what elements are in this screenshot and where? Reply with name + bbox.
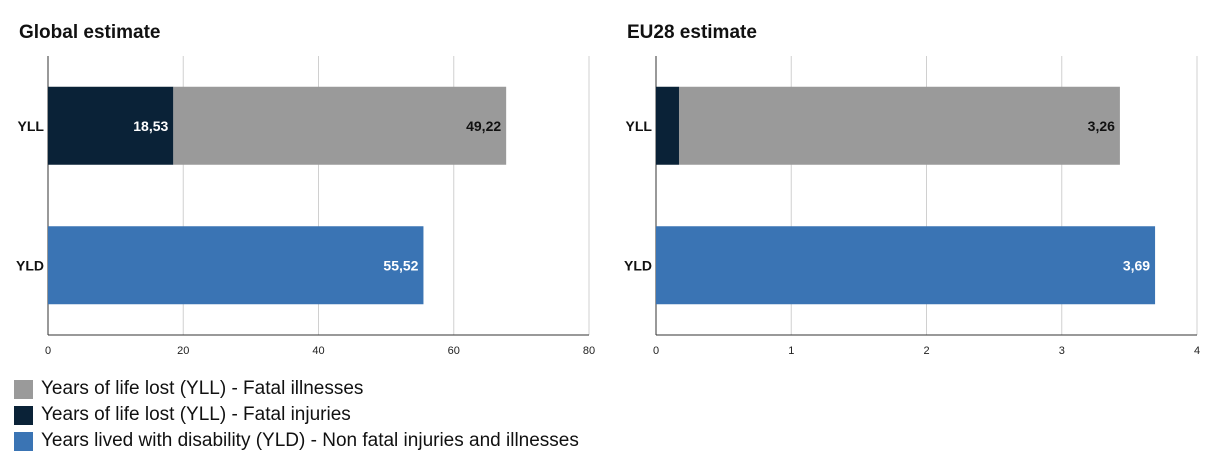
bar-yld-years-lived-with-disability-yld-non-fatal-injuries-and-illnesses bbox=[656, 226, 1156, 305]
x-tick-label: 20 bbox=[177, 345, 189, 357]
data-label-yll-years-of-life-lost-yll-fatal-illnesses: 49,22 bbox=[466, 118, 501, 134]
legend-item-fatal-injuries: Years of life lost (YLL) - Fatal injurie… bbox=[14, 402, 579, 428]
bar-yll-years-of-life-lost-yll-fatal-illnesses bbox=[173, 86, 507, 165]
bar-yll-years-of-life-lost-yll-fatal-injuries bbox=[48, 86, 174, 165]
legend-item-yld: Years lived with disability (YLD) - Non … bbox=[14, 428, 579, 454]
x-tick-label: 3 bbox=[1059, 345, 1065, 357]
legend-swatch-fatal-illnesses bbox=[14, 379, 33, 399]
legend-label-yld: Years lived with disability (YLD) - Non … bbox=[41, 430, 579, 451]
category-label-yll: YLL bbox=[18, 118, 45, 134]
legend-label-fatal-illnesses: Years of life lost (YLL) - Fatal illness… bbox=[41, 378, 364, 399]
bar-yll-years-of-life-lost-yll-fatal-injuries bbox=[656, 86, 679, 165]
category-label-yld: YLD bbox=[624, 257, 652, 273]
category-label-yld: YLD bbox=[16, 257, 44, 273]
legend-label-fatal-injuries: Years of life lost (YLL) - Fatal injurie… bbox=[41, 404, 351, 425]
x-tick-label: 60 bbox=[448, 345, 460, 357]
data-label-yll-years-of-life-lost-yll-fatal-illnesses: 3,26 bbox=[1088, 118, 1115, 134]
data-label-yld-years-lived-with-disability-yld-non-fatal-injuries-and-illnesses: 55,52 bbox=[383, 257, 418, 273]
x-tick-label: 2 bbox=[923, 345, 929, 357]
x-tick-label: 1 bbox=[788, 345, 794, 357]
bar-yll-years-of-life-lost-yll-fatal-illnesses bbox=[678, 86, 1120, 165]
data-label-yld-years-lived-with-disability-yld-non-fatal-injuries-and-illnesses: 3,69 bbox=[1123, 257, 1150, 273]
legend-swatch-yld bbox=[14, 431, 33, 451]
x-tick-label: 80 bbox=[583, 345, 595, 357]
x-tick-label: 40 bbox=[312, 345, 324, 357]
x-tick-label: 4 bbox=[1194, 345, 1200, 357]
chart-title: EU28 estimate bbox=[627, 22, 757, 43]
x-tick-label: 0 bbox=[45, 345, 51, 357]
data-label-yll-years-of-life-lost-yll-fatal-injuries: 18,53 bbox=[133, 118, 168, 134]
x-tick-label: 0 bbox=[653, 345, 659, 357]
bar-yld-years-lived-with-disability-yld-non-fatal-injuries-and-illnesses bbox=[48, 226, 424, 305]
legend-item-fatal-illnesses: Years of life lost (YLL) - Fatal illness… bbox=[14, 376, 579, 402]
legend-swatch-fatal-injuries bbox=[14, 405, 33, 425]
legend: Years of life lost (YLL) - Fatal illness… bbox=[14, 376, 579, 454]
category-label-yll: YLL bbox=[626, 118, 653, 134]
global-estimate-chart: Global estimate 0 20 40 60 80 YLL 18,53 49,22 YLD… bbox=[16, 22, 595, 357]
chart-title: Global estimate bbox=[19, 22, 161, 43]
